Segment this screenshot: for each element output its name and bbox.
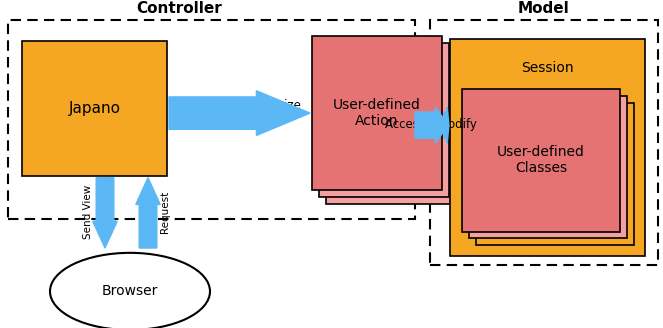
Text: Request: Request (160, 191, 170, 234)
Bar (476, 103, 634, 245)
Bar (430, 20, 658, 265)
Text: Japano: Japano (68, 101, 121, 116)
Text: Browser: Browser (102, 284, 158, 298)
Polygon shape (93, 178, 117, 248)
Text: Model: Model (518, 1, 570, 16)
Text: Controller: Controller (136, 1, 222, 16)
Bar (22, 41, 167, 176)
Bar (450, 39, 645, 256)
Bar (469, 96, 627, 238)
Bar (462, 89, 620, 232)
Polygon shape (415, 107, 448, 143)
Text: Session: Session (521, 61, 573, 75)
Bar (319, 43, 449, 197)
Text: Access / modify: Access / modify (385, 118, 477, 131)
Polygon shape (444, 107, 449, 143)
Text: Send View: Send View (83, 185, 93, 239)
Bar (8, 20, 415, 219)
Text: User-defined
Action: User-defined Action (333, 98, 421, 128)
Bar (312, 36, 442, 190)
Text: User-defined
Classes: User-defined Classes (497, 145, 585, 175)
Bar (326, 50, 456, 204)
Polygon shape (136, 178, 160, 248)
Polygon shape (169, 91, 310, 135)
Ellipse shape (50, 253, 210, 328)
Text: Lookup, parametrize
and perform: Lookup, parametrize and perform (179, 99, 301, 127)
